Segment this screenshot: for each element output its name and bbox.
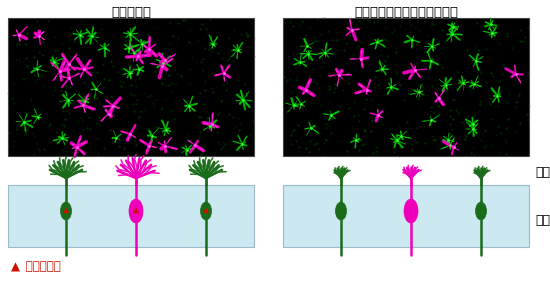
Polygon shape (133, 208, 139, 213)
Ellipse shape (476, 202, 487, 220)
Ellipse shape (201, 202, 212, 220)
Bar (8, 18, 254, 156)
Text: 嗅上皮: 嗅上皮 (535, 214, 550, 228)
Ellipse shape (404, 199, 418, 223)
Text: 嗅繊毛: 嗅繊毛 (535, 167, 550, 179)
Polygon shape (203, 208, 209, 213)
Text: ▲: ▲ (11, 260, 20, 274)
Polygon shape (63, 208, 69, 213)
Bar (283, 18, 529, 156)
Bar (283, 185, 529, 247)
Text: グーフィー遺伝子欠損マウス: グーフィー遺伝子欠損マウス (354, 7, 458, 19)
Bar (8, 18, 254, 156)
Text: グーフィー: グーフィー (22, 260, 61, 274)
Ellipse shape (336, 202, 346, 220)
Ellipse shape (60, 202, 72, 220)
Ellipse shape (129, 199, 143, 223)
Text: 正常マウス: 正常マウス (111, 7, 151, 19)
Bar (8, 185, 254, 247)
Bar (283, 18, 529, 156)
